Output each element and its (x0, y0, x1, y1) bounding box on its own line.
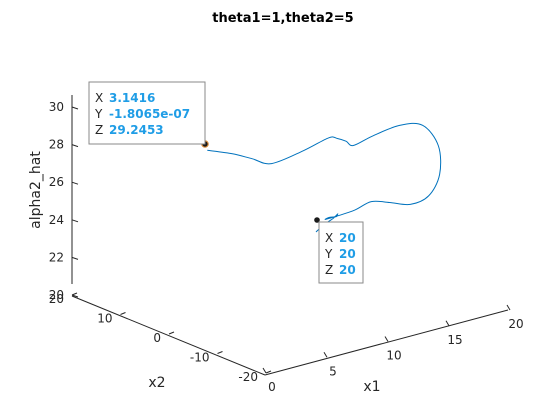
z-tick-label: 22 (49, 250, 64, 264)
tick-layer: 20 22 24 26 28 30 20 10 0 -10 -20 0 5 10 15 20 (49, 100, 524, 394)
x-tick-mark (262, 367, 267, 374)
x-tick-label: 10 (386, 349, 401, 363)
datatip-start-box (88, 81, 206, 145)
datatip-end-x-key: X (325, 231, 333, 245)
y-tick-label: -10 (190, 351, 210, 365)
x-tick-mark (384, 336, 389, 342)
z-tick-label: 24 (49, 213, 64, 227)
x-tick-label: 5 (329, 364, 337, 378)
x-tick-mark (506, 304, 511, 311)
z-tick-mark (71, 256, 79, 260)
y-tick-mark (217, 351, 223, 354)
datatip-start-z-value: 29.2453 (109, 123, 164, 137)
y-tick-mark (71, 292, 78, 296)
z-tick-mark (71, 219, 79, 223)
series-line (207, 122, 442, 233)
datatip-start-y-value: -1.8065e-07 (109, 107, 190, 121)
z-tick-mark (71, 294, 79, 298)
z-tick-mark (71, 144, 79, 148)
x-tick-label: 15 (447, 333, 462, 347)
x-tick-label: 0 (268, 380, 276, 394)
datatip-end-y-key: Y (324, 247, 333, 261)
datatip-end-z-key: Z (325, 263, 333, 277)
z-axis-label: alpha2_hat (28, 151, 44, 229)
y-tick-label: 10 (97, 312, 112, 326)
y-tick-label: 0 (153, 331, 161, 345)
series-layer (207, 122, 442, 233)
datatip-end[interactable]: X 20 Y 20 Z 20 (314, 217, 364, 284)
z-tick-mark (71, 181, 79, 185)
datatip-start[interactable]: X 3.1416 Y -1.8065e-07 Z 29.2453 (88, 81, 209, 148)
y-tick-mark (265, 370, 272, 374)
datatip-end-marker[interactable] (314, 217, 320, 223)
y-tick-label: -20 (238, 370, 258, 384)
axes-3d (71, 95, 509, 376)
z-tick-label: 20 (49, 288, 64, 302)
x-tick-label: 20 (508, 317, 523, 331)
z-tick-label: 30 (49, 100, 64, 114)
datatip-end-z-value: 20 (339, 263, 356, 277)
datatip-end-x-value: 20 (339, 231, 356, 245)
datatip-start-z-key: Z (95, 123, 103, 137)
datatip-end-y-value: 20 (339, 247, 356, 261)
z-tick-label: 28 (49, 138, 64, 152)
x-axis-line (264, 309, 509, 376)
datatip-start-x-value: 3.1416 (109, 91, 155, 105)
x-tick-mark (445, 320, 450, 327)
datatip-start-y-key: Y (94, 107, 103, 121)
y-tick-label: 20 (49, 292, 64, 306)
y-tick-mark (168, 331, 175, 335)
datatip-start-x-key: X (95, 91, 103, 105)
y-axis-line (71, 295, 266, 376)
chart-title: theta1=1,theta2=5 (212, 11, 353, 26)
y-tick-mark (120, 312, 126, 315)
datatip-end-box (318, 221, 364, 284)
y-axis-label: x2 (148, 375, 165, 391)
z-tick-mark (71, 106, 79, 110)
z-tick-label: 26 (49, 175, 64, 189)
x-axis-label: x1 (363, 379, 380, 395)
x-tick-mark (323, 351, 328, 358)
